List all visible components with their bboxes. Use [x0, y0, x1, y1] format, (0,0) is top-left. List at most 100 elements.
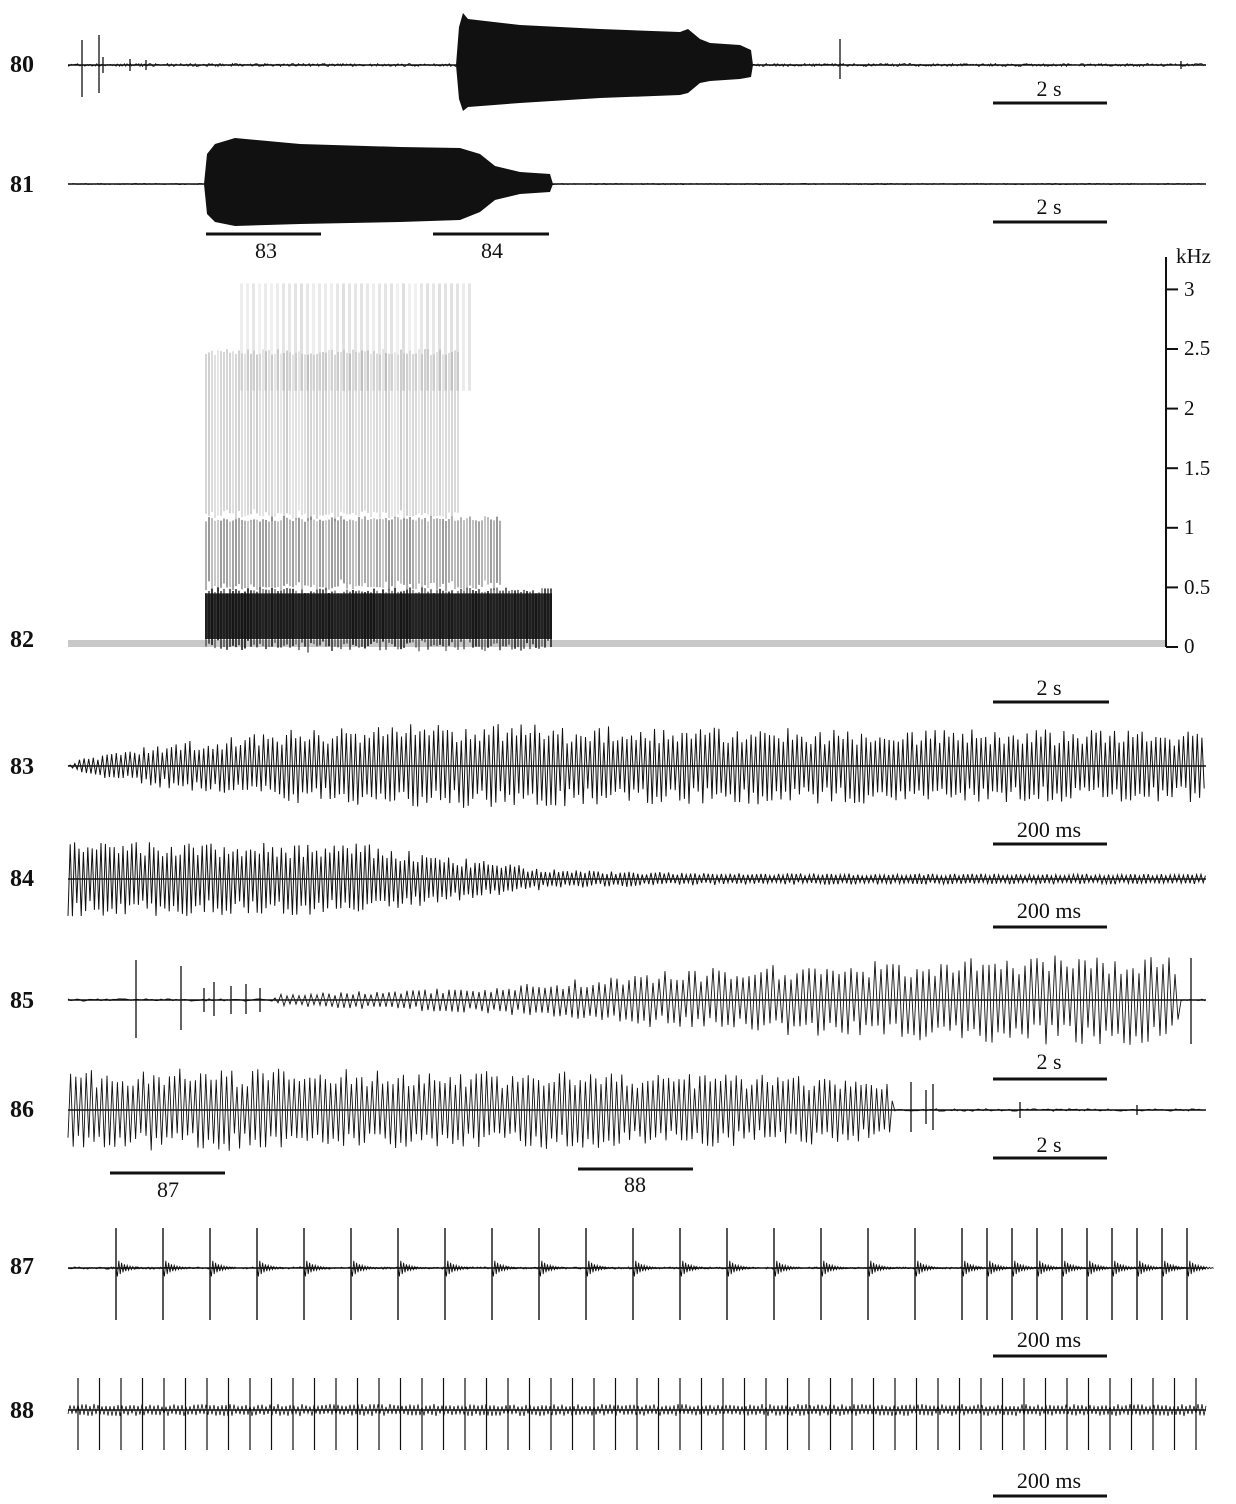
spectrogram-column-band-1 [295, 518, 297, 586]
spectrogram-column-band-1 [400, 519, 402, 584]
spectrogram-column-band-1 [289, 519, 291, 587]
dense-signal-block-80 [456, 13, 753, 111]
spectrogram-column-band-2 [235, 353, 237, 520]
spectrogram-column-band-1 [208, 517, 210, 582]
pulse-ring-87-27 [1186, 1260, 1214, 1277]
spectrogram-column-band-1 [382, 519, 384, 589]
spectrogram-column-band-2 [310, 353, 312, 521]
spectrogram-harmonic-smear [462, 283, 465, 391]
spectrogram-column-band-2 [328, 349, 330, 515]
spectrogram-column-band-1 [259, 521, 261, 589]
spectrogram-harmonic-smear [408, 283, 411, 391]
spectrogram-harmonic-smear [288, 283, 291, 391]
trace-waveform-83 [67, 724, 1205, 808]
spectrogram-column-band-2 [421, 354, 423, 515]
segment-marker-label-88: 88 [624, 1172, 646, 1197]
spectrogram-column-band-1 [250, 519, 252, 585]
spectrogram-column-band-1 [313, 519, 315, 585]
spectrogram-column-band-1 [397, 517, 399, 581]
pulse-ring-87-6 [397, 1260, 425, 1277]
pulse-ring-87-18 [961, 1260, 989, 1277]
panel-label-86: 86 [10, 1097, 34, 1123]
spectrogram-column-band-2 [274, 353, 276, 518]
spectrogram-column-band-2 [226, 349, 228, 510]
spectrogram-column-band-1 [436, 518, 438, 590]
scale-bar-label-85: 2 s [1036, 1049, 1062, 1074]
pulse-ring-87-22 [1061, 1260, 1089, 1277]
spectrogram-column-band-1 [463, 520, 465, 591]
block-80 [456, 13, 753, 111]
trace-85 [67, 955, 1206, 1045]
spectrogram-column-band-1 [370, 519, 372, 587]
spectrogram-harmonic-smear [426, 283, 429, 391]
spectrogram-column-band-1 [268, 521, 270, 588]
spectrogram-column-band-2 [331, 349, 333, 513]
spectrogram-column-band-1 [472, 520, 474, 589]
spectrogram-column-band-2 [262, 349, 264, 517]
spectrogram-column-band-2 [286, 350, 288, 514]
spectrogram-column-band-2 [307, 354, 309, 521]
spectrogram-column-band-2 [289, 352, 291, 515]
panel-label-82: 82 [10, 627, 34, 653]
spectrogram-column-band-2 [283, 352, 285, 517]
spectrogram-fundamental-band [205, 593, 552, 639]
spectrogram-baseline-noise [68, 640, 1165, 647]
spectrogram-column-band-1 [358, 516, 360, 586]
spectrogram-column-band-1 [310, 516, 312, 588]
spectrogram-column-band-1 [271, 516, 273, 588]
pulse-ring-87-24 [1111, 1260, 1139, 1277]
spectrogram-column-band-1 [211, 518, 213, 588]
spectrogram-column-band-1 [298, 517, 300, 583]
spectrogram-column-band-1 [373, 518, 375, 587]
pulse-ring-87-5 [350, 1260, 378, 1277]
spectrogram-column-band-2 [241, 353, 243, 518]
spectrogram-harmonic-smear [420, 283, 423, 391]
spectrogram-column-band-1 [229, 521, 231, 588]
spectrogram-column-band-2 [223, 352, 225, 512]
spectrogram-column-band-1 [406, 518, 408, 590]
spectrogram-column-band-1 [247, 521, 249, 593]
scale-bar-label-84: 200 ms [1016, 898, 1082, 923]
spectrogram-column-band-2 [256, 354, 258, 514]
scale-bar-label-88: 200 ms [1016, 1468, 1082, 1493]
dense-signal-block-81 [204, 138, 553, 226]
spectrogram-column-band-2 [436, 352, 438, 517]
spectrogram-column-band-2 [394, 352, 396, 519]
spectrogram-column-band-2 [250, 353, 252, 515]
spectrogram-column-band-2 [214, 354, 216, 518]
spectrogram-harmonic-smear [240, 283, 243, 391]
spectrogram-column-band-1 [337, 520, 339, 587]
panel-label-80: 80 [10, 52, 34, 78]
spectrogram-column-band-1 [439, 518, 441, 587]
spectrogram-layer [68, 257, 1178, 653]
spectrogram-column-band-2 [319, 352, 321, 516]
scale-bar-label-87: 200 ms [1016, 1327, 1082, 1352]
spectrogram-column-band-1 [388, 520, 390, 590]
spectrogram-column-band-2 [358, 352, 360, 516]
spectrogram-column-band-1 [478, 521, 480, 585]
spectrogram-column-band-2 [433, 354, 435, 517]
spectrogram-column-band-1 [343, 519, 345, 584]
spectrogram-harmonic-smear [366, 283, 369, 391]
spectrogram-harmonic-smear [324, 283, 327, 391]
spectrogram-column-band-1 [286, 517, 288, 584]
pulse-ring-87-4 [303, 1260, 331, 1277]
spectrogram-column-band-1 [448, 519, 450, 583]
spectrogram-column-band-1 [490, 519, 492, 584]
spectrogram-column-band-1 [403, 518, 405, 585]
spectrogram-harmonic-smear [360, 283, 363, 391]
spectrogram-column-band-2 [376, 353, 378, 513]
spectrogram-column-band-1 [319, 519, 321, 588]
spectrogram-harmonic-smear [372, 283, 375, 391]
spectrogram-harmonic-smear [306, 283, 309, 391]
panel-label-81: 81 [10, 172, 34, 198]
spectrogram-column-band-2 [355, 351, 357, 516]
spectrogram-column-band-1 [214, 520, 216, 587]
spectrogram-harmonic-smear [270, 283, 273, 391]
trace-84 [67, 842, 1206, 917]
spectrogram-column-band-1 [217, 519, 219, 592]
trace-87 [67, 1228, 1214, 1320]
spectrogram-column-band-2 [238, 350, 240, 511]
spectrogram-column-band-1 [364, 516, 366, 584]
